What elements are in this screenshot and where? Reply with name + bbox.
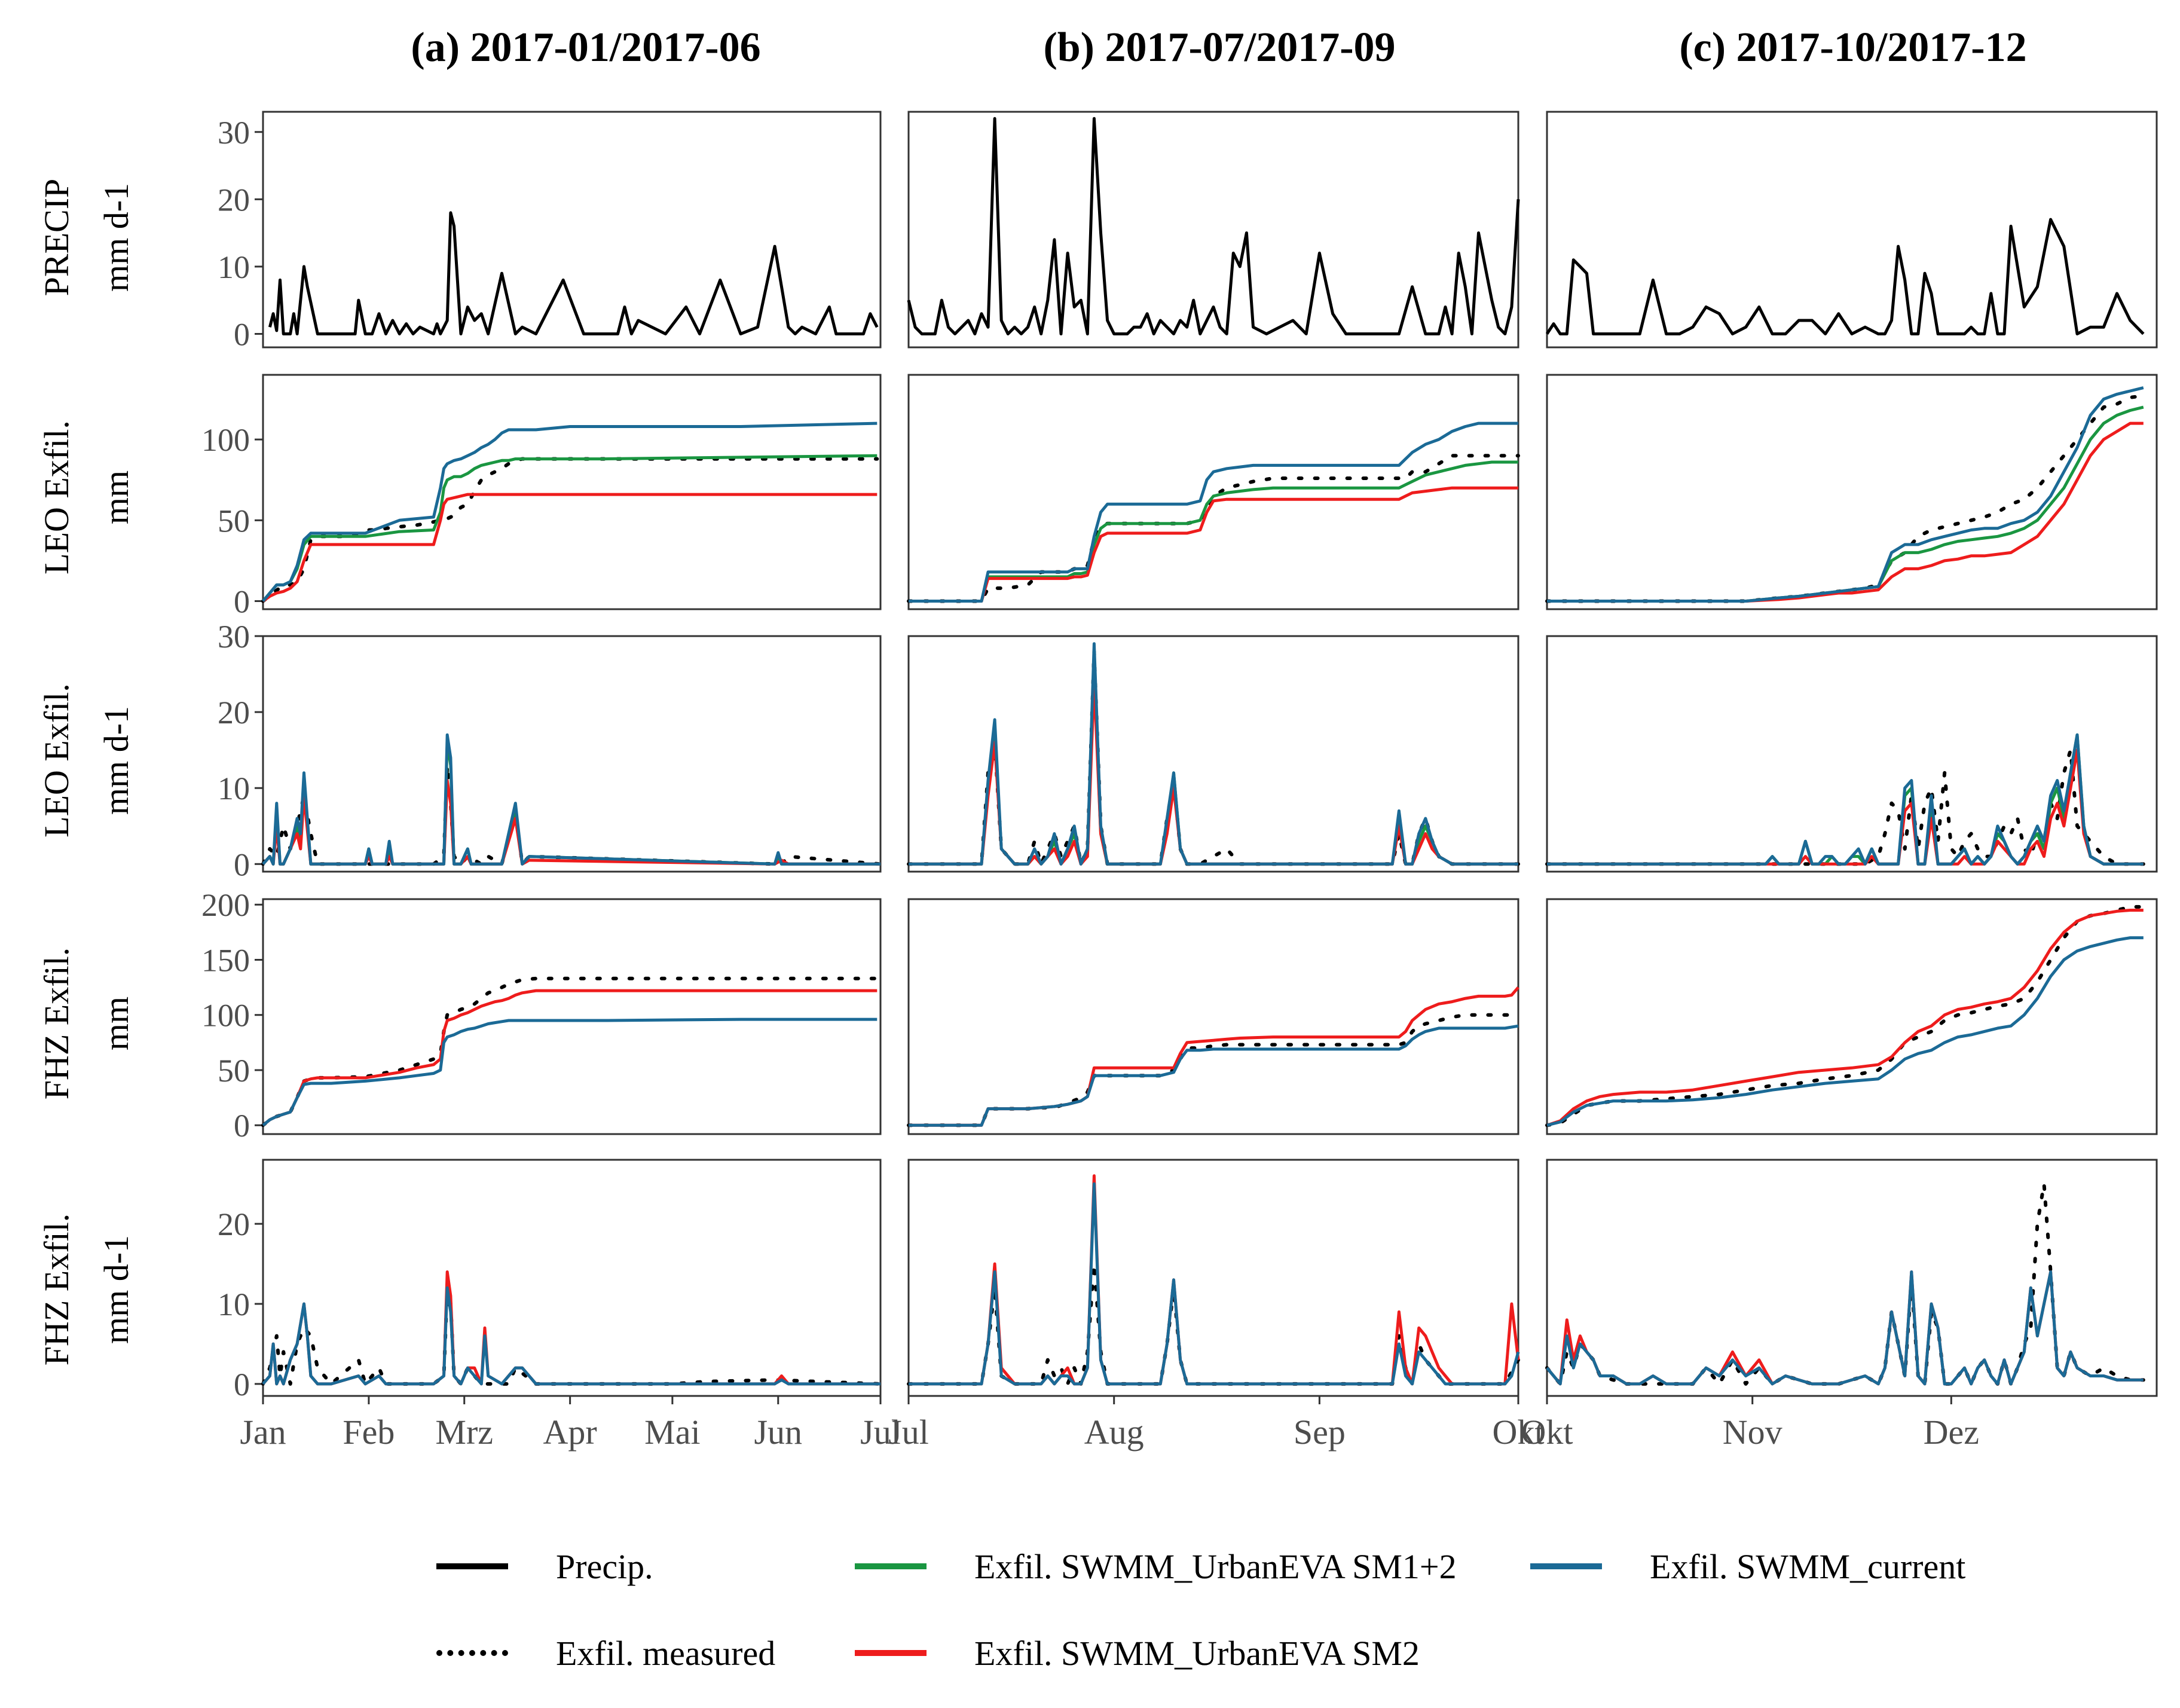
series-cur-1-1 [909,421,1518,603]
series-sm2-0-1 [262,493,877,603]
series-cur-0-4 [262,1286,880,1386]
y-tick-label-3-0: 0 [234,1108,250,1144]
panel-frame-2-3 [1546,898,2158,1135]
series-cur-1-3 [909,1024,1519,1127]
legend-label-measured: Exfil. measured [556,1633,776,1673]
x-tick-label-2-Nov: Nov [1723,1413,1782,1452]
legend-item-sm12: Exfil. SWMM_UrbanEVA SM1+2 [855,1542,1457,1590]
series-cur-2-1 [1547,386,2144,603]
panel-frame-0-4 [262,1159,882,1397]
legend-item-sm2: Exfil. SWMM_UrbanEVA SM2 [855,1629,1420,1677]
series-meas-2-1 [1545,394,2145,603]
x-tick-label-0-Mrz: Mrz [435,1413,493,1452]
series-meas-1-3 [907,1013,1520,1128]
series-precip-1-0 [907,117,1520,335]
legend: Precip. Exfil. SWMM_UrbanEVA SM1+2 Exfil… [418,1536,2092,1686]
x-tick-label-0-Jan: Jan [240,1413,286,1452]
x-tick-label-0-Jun: Jun [754,1413,802,1452]
series-cur-2-2 [1547,733,2144,866]
y-tick-label-2-0: 0 [234,847,250,882]
y-tick-label-0-30: 30 [218,115,250,151]
legend-item-measured: Exfil. measured [436,1629,775,1677]
y-tick-label-4-0: 0 [234,1367,250,1403]
series-cur-0-2 [262,733,880,866]
panel-frame-2-1 [1546,374,2158,610]
y-tick-label-3-50: 50 [218,1053,250,1089]
legend-swatch-precip [436,1563,508,1569]
series-meas-0-1 [261,457,879,603]
legend-label-sm12: Exfil. SWMM_UrbanEVA SM1+2 [974,1547,1457,1586]
y-tick-label-3-150: 150 [201,942,250,978]
series-sm2-1-1 [909,486,1518,603]
y-tick-label-3-100: 100 [201,998,250,1034]
y-tick-label-1-100: 100 [201,422,250,458]
legend-swatch-current [1530,1563,1602,1569]
y-tick-label-0-10: 10 [218,249,250,285]
column-title-b: (b) 2017-07/2017-09 [1043,25,1396,71]
x-tick-label-0-Feb: Feb [343,1413,395,1452]
series-precip-2-0 [1545,218,2145,335]
series-cur-0-3 [262,1018,877,1127]
x-tick-label-0-Mai: Mai [644,1413,700,1452]
panel-frame-0-0 [262,111,882,349]
series-meas-2-2 [1545,748,2145,866]
panel-frame-2-4 [1546,1159,2158,1397]
y-tick-label-1-0: 0 [234,583,250,619]
series-cur-1-2 [909,642,1518,866]
panel-frame-2-2 [1546,635,2158,873]
panel-frame-2-0 [1546,111,2158,349]
series-precip-0-0 [268,211,879,335]
series-meas-2-3 [1545,905,2145,1128]
y-tick-label-0-20: 20 [218,182,250,218]
y-tick-label-4-20: 20 [218,1206,250,1242]
series-cur-2-3 [1546,936,2144,1127]
legend-swatch-sm2 [855,1650,927,1656]
y-tick-label-3-200: 200 [201,887,250,923]
panel-frame-1-3 [907,898,1519,1135]
y-tick-label-2-10: 10 [218,771,250,806]
column-title-a: (a) 2017-01/2017-06 [411,25,761,71]
y-tick-label-0-0: 0 [234,316,250,352]
x-tick-label-2-Dez: Dez [1924,1413,1979,1452]
y-tick-label-2-20: 20 [218,695,250,731]
series-sm2-2-3 [1546,909,2144,1127]
legend-label-precip: Precip. [556,1547,653,1586]
x-tick-label-1-Okt: Okt [1493,1413,1545,1452]
x-tick-label-0-Apr: Apr [543,1413,597,1452]
series-cur-2-4 [1546,1270,2144,1386]
legend-item-precip: Precip. [436,1542,653,1590]
x-tick-label-1-Aug: Aug [1084,1413,1144,1452]
panel-frame-1-2 [907,635,1519,873]
legend-swatch-sm12 [855,1563,927,1569]
panel-frame-0-1 [262,374,882,610]
panel-frame-0-3 [262,898,882,1135]
y-tick-label-1-50: 50 [218,503,250,539]
legend-label-current: Exfil. SWMM_current [1650,1547,1966,1586]
x-tick-label-1-Sep: Sep [1294,1413,1346,1452]
legend-swatch-measured [436,1650,508,1656]
x-tick-label-2-Okt: Okt [1521,1413,1573,1452]
legend-label-sm2: Exfil. SWMM_UrbanEVA SM2 [974,1633,1420,1673]
legend-item-current: Exfil. SWMM_current [1530,1542,1965,1590]
column-title-c: (c) 2017-10/2017-12 [1679,25,2027,71]
series-sm12-1-1 [909,460,1518,603]
x-tick-label-0-Jul: Jul [860,1413,901,1452]
y-tick-label-4-10: 10 [218,1287,250,1322]
series-sm2-2-1 [1547,421,2144,603]
x-tick-label-1-Jul: Jul [888,1413,929,1452]
series-cur-1-4 [909,1182,1520,1386]
panel-frame-0-2 [262,635,882,873]
series-cur-0-1 [262,421,877,603]
y-tick-label-2-30: 30 [218,619,250,655]
